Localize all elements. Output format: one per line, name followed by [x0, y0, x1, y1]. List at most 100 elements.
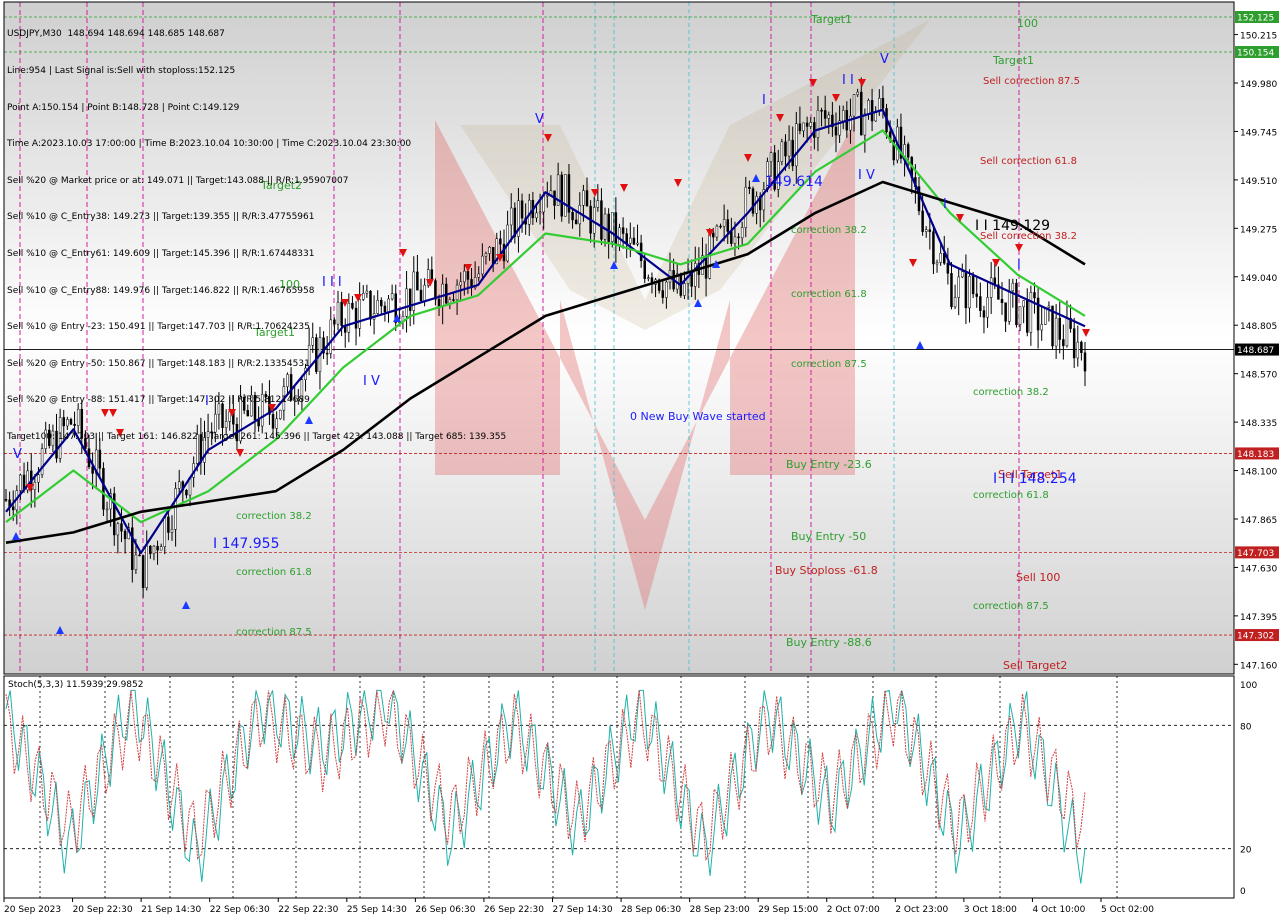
- candle-body: [271, 414, 275, 429]
- buy-arrow: [56, 626, 64, 634]
- candle-body: [358, 299, 361, 329]
- candle-body: [733, 236, 737, 244]
- price-tag-label: 147.703: [1237, 549, 1274, 559]
- candle-body: [156, 545, 159, 551]
- sell-arrow: [464, 264, 472, 272]
- candle-body: [997, 284, 1000, 300]
- candle-body: [1083, 352, 1087, 372]
- candle-body: [394, 293, 397, 323]
- candle-body: [48, 429, 51, 446]
- candle-body: [542, 195, 545, 213]
- candle-body: [719, 225, 722, 228]
- buy-arrow: [712, 260, 720, 268]
- candle-body: [390, 293, 394, 300]
- candle-body: [1069, 318, 1072, 329]
- candle-body: [820, 109, 823, 112]
- candle-body: [1007, 290, 1011, 322]
- candle-body: [618, 227, 621, 245]
- candle-body: [58, 417, 62, 459]
- stoch-line-signal: [5, 690, 1086, 862]
- price-tick-label: 149.040: [1240, 274, 1277, 284]
- price-tick-label: 147.395: [1240, 613, 1277, 623]
- candle-body: [950, 273, 953, 308]
- time-tick-label: 26 Sep 06:30: [415, 905, 475, 915]
- candle-body: [1058, 317, 1061, 340]
- candle-body: [141, 555, 145, 589]
- candle-body: [62, 417, 65, 427]
- candle-body: [1026, 300, 1029, 333]
- candle-body: [986, 297, 989, 318]
- label-147955: I 147.955: [213, 536, 279, 552]
- candle-body: [408, 288, 412, 311]
- candle-body: [1062, 339, 1065, 347]
- time-tick-label: 28 Sep 23:00: [690, 905, 750, 915]
- candle-body: [347, 302, 351, 333]
- sell-arrow: [809, 79, 817, 87]
- candle-body: [773, 152, 776, 190]
- candle-body: [1033, 292, 1036, 299]
- sell-arrow: [992, 259, 1000, 267]
- candle-body: [33, 481, 37, 490]
- candle-body: [1022, 300, 1025, 308]
- time-tick-label: 22 Sep 22:30: [278, 905, 338, 915]
- candle-body: [924, 229, 928, 232]
- candle-body: [26, 470, 29, 491]
- candle-body: [1044, 307, 1047, 325]
- candle-body: [499, 238, 502, 245]
- candle-body: [76, 408, 80, 426]
- sell-arrow: [1015, 244, 1023, 252]
- candle-body: [520, 200, 524, 219]
- info-line: Sell %10 @ C_Entry38: 149.273 || Target:…: [7, 212, 315, 223]
- candle-body: [1036, 297, 1040, 331]
- label-buy-entry-886: Buy Entry -88.6: [786, 636, 872, 649]
- label-149129: I I 149.129: [975, 218, 1050, 234]
- candle-body: [571, 212, 574, 221]
- candle-body: [253, 395, 257, 421]
- candle-body: [177, 481, 181, 489]
- candle-body: [416, 271, 419, 291]
- sell-arrow: [674, 179, 682, 187]
- sell-arrow: [399, 249, 407, 257]
- label-sell-corr875: Sell correction 87.5: [983, 76, 1080, 87]
- candle-body: [892, 139, 895, 161]
- candle-body: [805, 122, 809, 127]
- candle-body: [250, 395, 253, 417]
- candle-body: [51, 430, 55, 446]
- time-tick-label: 25 Sep 14:30: [347, 905, 407, 915]
- label-corr875-c: correction 87.5: [973, 601, 1049, 612]
- label-corr382-c: correction 38.2: [973, 387, 1049, 398]
- ma-line-0: [5, 108, 1086, 555]
- candle-body: [556, 174, 560, 206]
- candle-body: [614, 212, 618, 245]
- candle-body: [701, 255, 704, 275]
- candle-body: [105, 508, 109, 511]
- candle-body: [434, 280, 437, 300]
- candle-body: [98, 449, 102, 469]
- candle-body: [293, 399, 296, 401]
- candle-body: [809, 122, 812, 127]
- candle-body: [989, 277, 993, 298]
- price-tick-label: 147.630: [1240, 564, 1277, 574]
- candle-body: [55, 430, 58, 459]
- buy-arrow: [12, 532, 20, 540]
- candle-body: [84, 438, 87, 449]
- ma-line-2: [5, 180, 1086, 544]
- price-tick-label: 148.570: [1240, 371, 1277, 381]
- info-line: Sell %20 @ Entry -50: 150.867 || Target:…: [7, 358, 310, 369]
- candle-body: [740, 227, 744, 239]
- label-corr618-b: correction 61.8: [791, 289, 867, 300]
- candle-body: [383, 305, 387, 313]
- candle-body: [297, 398, 300, 401]
- time-tick-label: 2 Oct 23:00: [895, 905, 948, 915]
- candle-body: [867, 100, 870, 115]
- sell-arrow: [426, 279, 434, 287]
- candle-body: [210, 431, 213, 433]
- time-tick-label: 26 Sep 22:30: [484, 905, 544, 915]
- candle-body: [163, 516, 167, 547]
- candle-body: [787, 139, 791, 157]
- candle-body: [860, 91, 863, 136]
- candle-body: [975, 293, 978, 297]
- candle-body: [827, 114, 831, 119]
- candle-body: [841, 110, 845, 122]
